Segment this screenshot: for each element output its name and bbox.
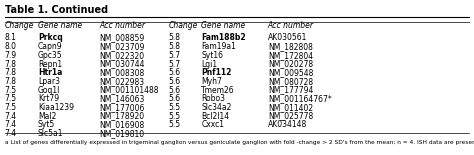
Text: Gene name: Gene name: [38, 21, 82, 30]
Text: Table 1. Continued: Table 1. Continued: [5, 5, 108, 15]
Text: AK034148: AK034148: [268, 120, 307, 129]
Text: 8.1: 8.1: [5, 33, 17, 42]
Text: 7.8: 7.8: [5, 68, 17, 77]
Text: NM_182808: NM_182808: [268, 42, 313, 51]
Text: Cxxc1: Cxxc1: [201, 120, 225, 129]
Text: Tmem26: Tmem26: [201, 86, 235, 95]
Text: 7.8: 7.8: [5, 77, 17, 86]
Text: a List of genes differentially expressed in trigeminal ganglion versus geniculat: a List of genes differentially expressed…: [5, 140, 474, 144]
Text: 5.8: 5.8: [168, 42, 180, 51]
Text: NM_177006: NM_177006: [100, 103, 145, 112]
Text: Kiaa1239: Kiaa1239: [38, 103, 74, 112]
Text: 5.8: 5.8: [168, 33, 180, 42]
Text: NM_025778: NM_025778: [268, 112, 313, 121]
Text: 5.5: 5.5: [168, 112, 181, 121]
Text: 5.6: 5.6: [168, 68, 181, 77]
Text: NM_030744: NM_030744: [100, 60, 145, 69]
Text: NM_020278: NM_020278: [268, 60, 313, 69]
Text: NM_011402: NM_011402: [268, 103, 313, 112]
Text: 5.6: 5.6: [168, 94, 181, 103]
Text: 5.7: 5.7: [168, 60, 181, 69]
Text: NM_172804: NM_172804: [268, 51, 313, 60]
Text: 5.7: 5.7: [168, 51, 181, 60]
Text: Fam188b2: Fam188b2: [201, 33, 246, 42]
Text: 7.5: 7.5: [5, 103, 17, 112]
Text: NM_009548: NM_009548: [268, 68, 313, 77]
Text: 7.4: 7.4: [5, 129, 17, 138]
Text: Lpar3: Lpar3: [38, 77, 60, 86]
Text: NM_178920: NM_178920: [100, 112, 145, 121]
Text: Prkcq: Prkcq: [38, 33, 63, 42]
Text: Change: Change: [5, 21, 34, 30]
Text: Syt5: Syt5: [38, 120, 55, 129]
Text: Mal2: Mal2: [38, 112, 56, 121]
Text: NM_146063: NM_146063: [100, 94, 145, 103]
Text: Pnf112: Pnf112: [201, 68, 232, 77]
Text: 5.6: 5.6: [168, 86, 181, 95]
Text: NM_016908: NM_016908: [100, 120, 145, 129]
Text: Fam19a1: Fam19a1: [201, 42, 237, 51]
Text: Goq1l: Goq1l: [38, 86, 60, 95]
Text: Bcl2l14: Bcl2l14: [201, 112, 229, 121]
Text: Change: Change: [168, 21, 198, 30]
Text: NM_008308: NM_008308: [100, 68, 145, 77]
Text: NM_177794: NM_177794: [268, 86, 313, 95]
Text: 7.4: 7.4: [5, 112, 17, 121]
Text: Myh7: Myh7: [201, 77, 222, 86]
Text: 7.9: 7.9: [5, 51, 17, 60]
Text: Slc5a1: Slc5a1: [38, 129, 64, 138]
Text: 8.0: 8.0: [5, 42, 17, 51]
Text: 7.8: 7.8: [5, 60, 17, 69]
Text: Lgi1: Lgi1: [201, 60, 218, 69]
Text: Krt79: Krt79: [38, 94, 59, 103]
Text: 5.5: 5.5: [168, 120, 181, 129]
Text: Gpc35: Gpc35: [38, 51, 63, 60]
Text: 5.6: 5.6: [168, 77, 181, 86]
Text: Acc number: Acc number: [268, 21, 314, 30]
Text: NM_022983: NM_022983: [100, 77, 145, 86]
Text: NM_080728: NM_080728: [268, 77, 313, 86]
Text: 7.5: 7.5: [5, 86, 17, 95]
Text: Slc34a2: Slc34a2: [201, 103, 232, 112]
Text: Gene name: Gene name: [201, 21, 246, 30]
Text: Htr1a: Htr1a: [38, 68, 62, 77]
Text: 7.5: 7.5: [5, 94, 17, 103]
Text: Acc number: Acc number: [100, 21, 146, 30]
Text: NM_008859: NM_008859: [100, 33, 145, 42]
Text: NM_001101488: NM_001101488: [100, 86, 159, 95]
Text: Syt16: Syt16: [201, 51, 223, 60]
Text: 5.5: 5.5: [168, 103, 181, 112]
Text: AK030561: AK030561: [268, 33, 307, 42]
Text: 7.4: 7.4: [5, 120, 17, 129]
Text: Capn9: Capn9: [38, 42, 63, 51]
Text: NM_001164767*: NM_001164767*: [268, 94, 331, 103]
Text: Robo3: Robo3: [201, 94, 226, 103]
Text: NM_019810: NM_019810: [100, 129, 145, 138]
Text: Repn1: Repn1: [38, 60, 62, 69]
Text: NM_023709: NM_023709: [100, 42, 145, 51]
Text: NM_022320: NM_022320: [100, 51, 145, 60]
